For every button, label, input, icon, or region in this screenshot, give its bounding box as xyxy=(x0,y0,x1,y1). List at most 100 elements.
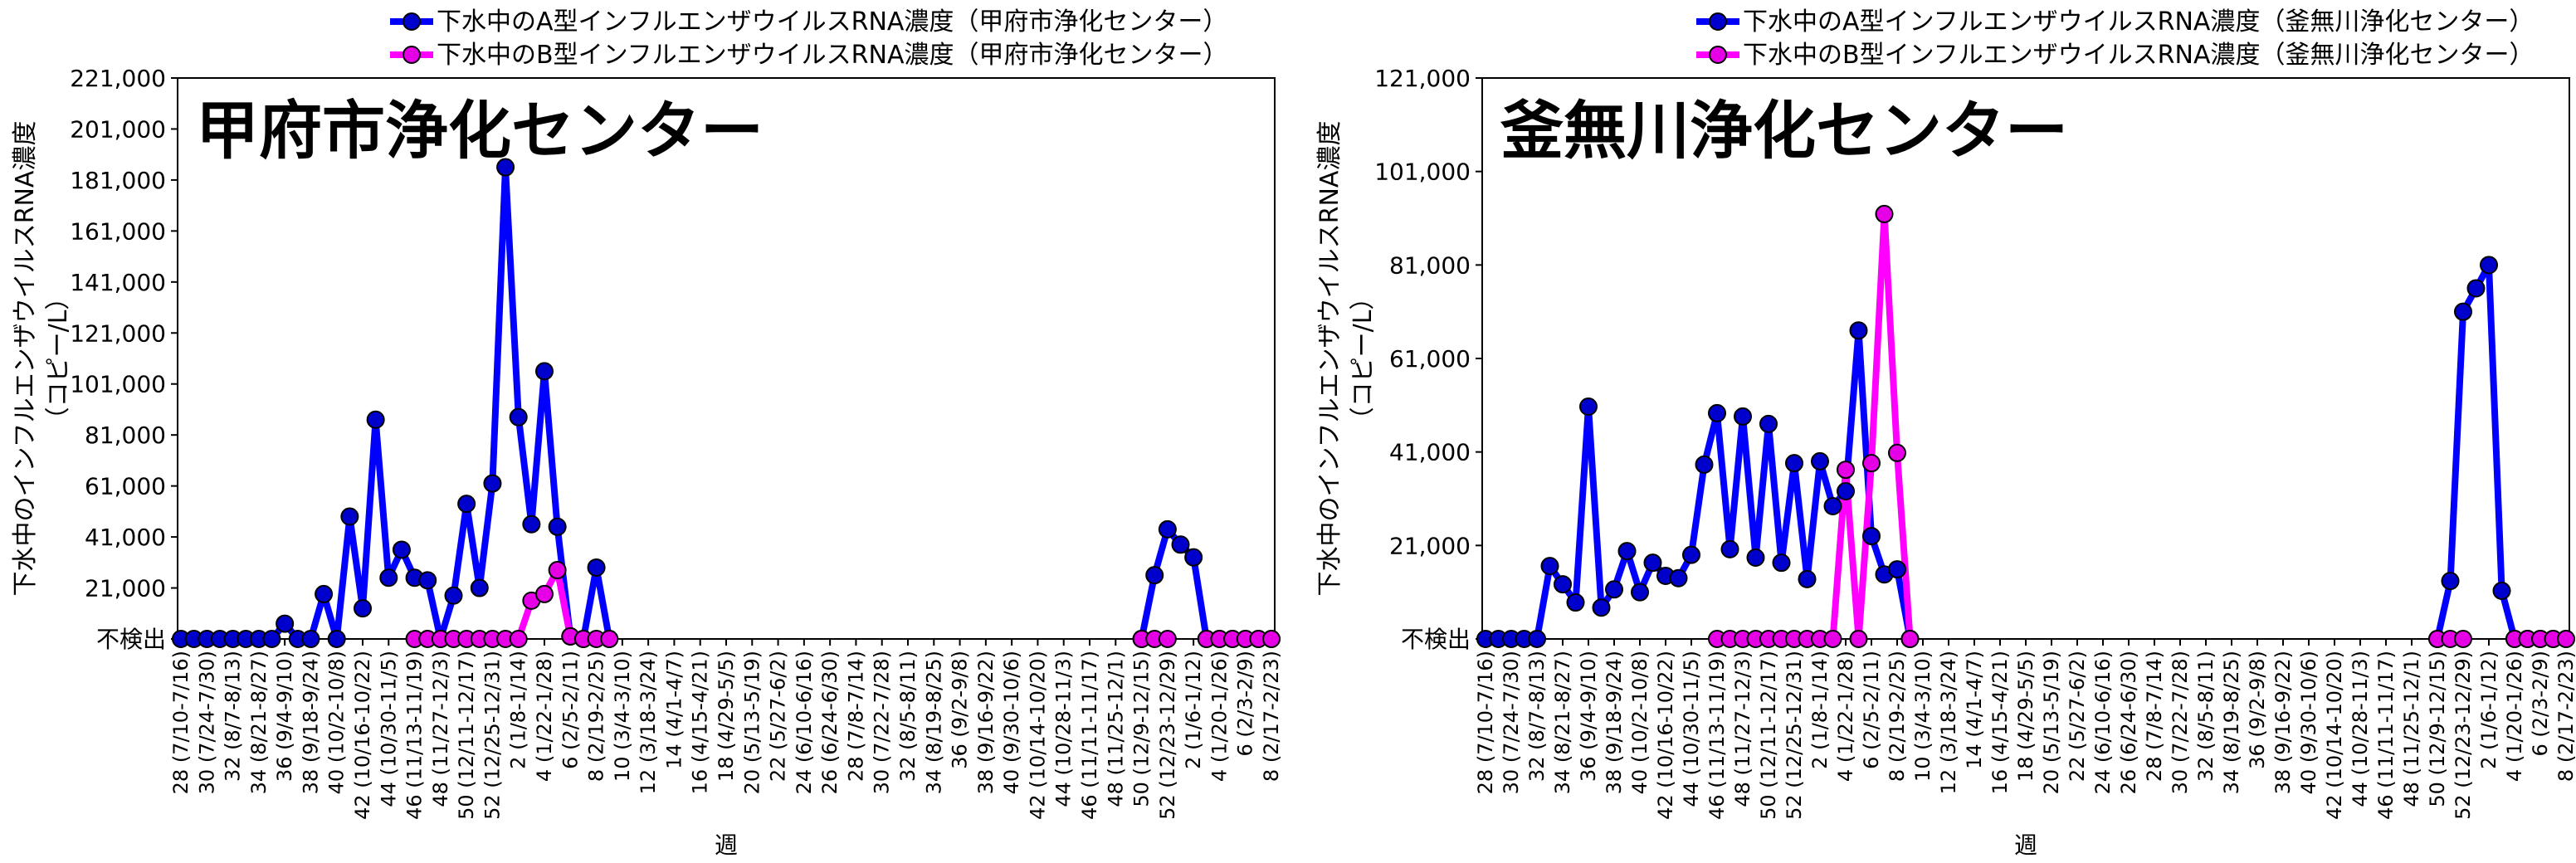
data-point xyxy=(470,578,489,597)
y-axis-label: （コピー/L） xyxy=(1349,285,1378,432)
data-point xyxy=(1798,569,1817,588)
legend-label: 下水中のA型インフルエンザウイルスRNA濃度（甲府市浄化センター） xyxy=(437,7,1227,37)
data-point xyxy=(301,630,320,648)
data-point xyxy=(2480,256,2498,275)
data-point xyxy=(1158,630,1177,648)
data-point xyxy=(1708,403,1726,422)
legend-label: 下水中のA型インフルエンザウイルスRNA濃度（釜無川浄化センター） xyxy=(1743,7,2534,37)
x-tick-label: 44 (10/28-11/3) xyxy=(1052,651,1076,807)
x-tick-label: 4 (1/20-1/26) xyxy=(2503,651,2526,782)
data-point xyxy=(548,517,567,536)
x-tick-label: 8 (2/19-2/25) xyxy=(1886,651,1909,782)
data-point xyxy=(1605,580,1623,599)
data-point xyxy=(600,630,619,648)
x-tick-label: 2 (1/8-1/14) xyxy=(507,651,530,769)
x-tick-label: 34 (8/21-8/27) xyxy=(1551,651,1574,794)
x-tick-label: 52 (12/25-12/31) xyxy=(1783,651,1806,820)
x-tick-label: 6 (2/5-2/11) xyxy=(559,651,582,769)
x-tick-label: 48 (11/27-12/3) xyxy=(1731,651,1754,807)
x-tick-label: 8 (2/17-2/23) xyxy=(1260,651,1283,782)
x-tick-label: 36 (9/2-9/8) xyxy=(2246,651,2269,769)
data-point xyxy=(315,584,334,603)
data-point xyxy=(1823,497,1842,516)
y-tick-label: 41,000 xyxy=(85,524,166,551)
x-tick-label: 42 (10/14-10/20) xyxy=(2323,651,2346,820)
y-tick-label: 不検出 xyxy=(1401,626,1471,653)
data-point xyxy=(457,495,476,514)
data-point xyxy=(1695,455,1714,474)
series-line xyxy=(181,163,1271,642)
data-point xyxy=(1554,575,1572,594)
y-tick-label: 81,000 xyxy=(1389,251,1471,279)
x-tick-label: 48 (11/27-12/3) xyxy=(429,651,452,807)
x-tick-label: 38 (9/18-9/24) xyxy=(1603,651,1626,794)
x-tick-label: 44 (10/28-11/3) xyxy=(2349,651,2372,807)
y-axis-label: （コピー/L） xyxy=(44,285,73,432)
x-tick-label: 2 (1/8-1/14) xyxy=(1808,651,1832,769)
data-point xyxy=(1643,553,1662,573)
data-point xyxy=(2454,302,2472,321)
data-point xyxy=(1823,630,1842,648)
x-tick-label: 4 (1/22-1/28) xyxy=(533,651,556,782)
x-tick-label: 18 (4/29-5/5) xyxy=(2014,651,2037,782)
data-point xyxy=(1875,204,1894,223)
y-tick-label: 161,000 xyxy=(70,217,166,245)
x-tick-label: 14 (4/1-4/7) xyxy=(662,651,685,769)
x-tick-label: 42 (10/16-10/22) xyxy=(351,651,374,820)
x-tick-label: 12 (3/18-3/24) xyxy=(1937,651,1960,794)
data-point xyxy=(444,586,463,605)
data-point xyxy=(379,568,398,588)
x-tick-label: 50 (12/9-12/15) xyxy=(1130,651,1154,807)
data-point xyxy=(509,630,528,648)
x-tick-label: 30 (7/24-7/30) xyxy=(1500,651,1523,794)
x-tick-label: 20 (5/13-5/19) xyxy=(2040,651,2063,794)
series-line xyxy=(1717,211,2566,642)
data-point xyxy=(1772,553,1791,573)
chart: 不検出 21,000 41,000 61,000 81,000 101,000 121,00… xyxy=(11,7,1283,859)
data-point xyxy=(1785,454,1803,473)
x-tick-label: 14 (4/1-4/7) xyxy=(1963,651,1986,769)
data-point xyxy=(1669,568,1688,588)
x-tick-label: 48 (11/25-12/1) xyxy=(1104,651,1127,807)
data-point xyxy=(392,540,411,559)
y-axis-label: 下水中のインフルエンザウイルスRNA濃度 xyxy=(11,121,40,597)
y-tick-label: 61,000 xyxy=(1389,345,1471,373)
data-point xyxy=(548,561,567,580)
data-point xyxy=(1184,548,1203,567)
data-point xyxy=(1888,443,1906,462)
x-tick-label: 50 (12/11-12/17) xyxy=(455,651,478,820)
x-tick-label: 2 (1/6-1/12) xyxy=(1182,651,1205,769)
x-tick-label: 40 (10/2-10/8) xyxy=(1628,651,1651,794)
y-tick-label: 不検出 xyxy=(96,626,166,653)
x-tick-label: 2 (1/6-1/12) xyxy=(2477,651,2500,769)
y-tick-label: 121,000 xyxy=(1374,65,1471,92)
x-tick-label: 34 (8/19-8/25) xyxy=(2220,651,2243,794)
data-point xyxy=(1592,598,1611,617)
data-point xyxy=(418,571,437,590)
data-point xyxy=(276,614,295,633)
x-tick-label: 28 (7/8-7/14) xyxy=(844,651,867,782)
x-tick-label: 6 (2/5-2/11) xyxy=(1860,651,1883,769)
y-axis-label: 下水中のインフルエンザウイルスRNA濃度 xyxy=(1315,121,1344,597)
x-tick-label: 42 (10/14-10/20) xyxy=(1026,651,1049,820)
data-point xyxy=(496,158,515,177)
x-tick-label: 46 (11/13-11/19) xyxy=(403,651,427,820)
x-tick-label: 22 (5/27-6/2) xyxy=(2066,651,2089,782)
data-point xyxy=(509,407,528,427)
data-point xyxy=(1262,630,1281,648)
data-point xyxy=(1746,548,1765,567)
x-tick-label: 16 (4/15-4/21) xyxy=(1988,651,2012,794)
x-tick-label: 46 (11/11-11/17) xyxy=(2374,651,2398,820)
x-tick-label: 38 (9/16-9/22) xyxy=(2271,651,2295,794)
x-tick-label: 40 (9/30-10/6) xyxy=(1000,651,1023,794)
data-point xyxy=(1158,519,1177,539)
x-tick-label: 28 (7/10-7/16) xyxy=(169,651,193,794)
x-tick-label: 28 (7/8-7/14) xyxy=(2143,651,2166,782)
x-tick-label: 6 (2/3-2/9) xyxy=(2529,651,2552,757)
x-tick-label: 34 (8/21-8/27) xyxy=(247,651,271,794)
x-tick-label: 26 (6/24-6/30) xyxy=(2117,651,2140,794)
legend-label: 下水中のB型インフルエンザウイルスRNA濃度（釜無川浄化センター） xyxy=(1743,41,2535,70)
x-tick-label: 34 (8/19-8/25) xyxy=(922,651,945,794)
x-tick-label: 30 (7/22-7/28) xyxy=(2169,651,2192,794)
data-point xyxy=(1171,535,1190,554)
